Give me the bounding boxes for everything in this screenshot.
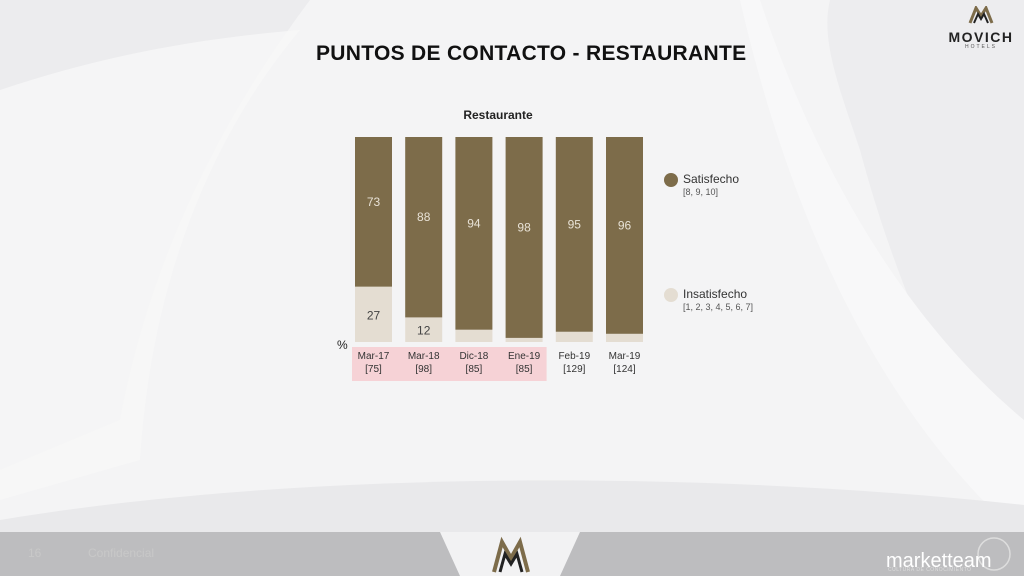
base-label: [129] <box>563 364 585 375</box>
brand-sub: HOTELS <box>964 44 997 50</box>
highlight-band <box>352 347 547 381</box>
data-label-satisfecho-mar-18: 88 <box>417 210 431 224</box>
bar-insatisfecho-mar-18 <box>405 317 443 342</box>
x-tick-label: Ene-19 <box>508 351 541 362</box>
legend-label-insatisfecho: Insatisfecho <box>683 287 748 301</box>
company-sub: CULTURA DE CONOCIMIENTO <box>888 567 972 573</box>
data-label-satisfecho-dic-18: 94 <box>467 216 481 230</box>
brand-name: MOVICH <box>948 29 1014 45</box>
bar-insatisfecho-mar-17 <box>355 286 392 342</box>
data-label-satisfecho-feb-19: 95 <box>568 217 582 231</box>
y-axis-label: % <box>337 338 348 352</box>
data-label-satisfecho-ene-19: 98 <box>517 220 531 234</box>
bar-insatisfecho-ene-19 <box>505 337 543 342</box>
bar-satisfecho-feb-19 <box>555 137 593 332</box>
chart-title: Restaurante <box>463 108 533 122</box>
data-label-insatisfecho-mar-17: 27 <box>367 308 381 322</box>
brain-icon <box>977 537 1011 571</box>
legend-range-insatisfecho: [1, 2, 3, 4, 5, 6, 7] <box>683 302 754 312</box>
base-label: [85] <box>466 364 483 375</box>
data-label-satisfecho-mar-19: 96 <box>618 218 632 232</box>
page-title: PUNTOS DE CONTACTO - RESTAURANTE <box>316 42 747 65</box>
bar-satisfecho-mar-17 <box>355 137 392 287</box>
legend-swatch-satisfecho <box>664 173 678 187</box>
data-label-satisfecho-mar-17: 73 <box>367 195 381 209</box>
movich-mark-icon <box>968 4 994 24</box>
page-number: 16 <box>28 546 42 560</box>
data-label-insatisfecho-mar-18: 12 <box>417 324 431 338</box>
footer-logo-icon <box>492 536 530 573</box>
bar-satisfecho-dic-18 <box>455 137 493 330</box>
bar-satisfecho-mar-18 <box>405 137 443 318</box>
bar-insatisfecho-dic-18 <box>455 329 493 342</box>
confidential-label: Confidencial <box>88 546 155 560</box>
legend-range-satisfecho: [8, 9, 10] <box>683 187 719 197</box>
bar-insatisfecho-feb-19 <box>555 331 593 342</box>
company-name: marketteam <box>886 550 992 572</box>
x-tick-label: Feb-19 <box>558 351 590 362</box>
bar-satisfecho-ene-19 <box>505 137 543 338</box>
base-label: [75] <box>365 364 382 375</box>
bar-insatisfecho-mar-19 <box>606 333 643 342</box>
brand-logo: MOVICH HOTELS <box>944 4 1018 50</box>
base-label: [98] <box>415 364 432 375</box>
bar-satisfecho-mar-19 <box>606 137 643 334</box>
x-tick-label: Mar-17 <box>358 351 390 362</box>
base-label: [124] <box>613 364 635 375</box>
base-label: [85] <box>516 364 533 375</box>
legend-swatch-insatisfecho <box>664 288 678 302</box>
x-tick-label: Mar-18 <box>408 351 440 362</box>
x-tick-label: Mar-19 <box>609 351 641 362</box>
footer-bar <box>0 532 1024 576</box>
legend-label-satisfecho: Satisfecho <box>683 172 740 186</box>
x-tick-label: Dic-18 <box>459 351 488 362</box>
